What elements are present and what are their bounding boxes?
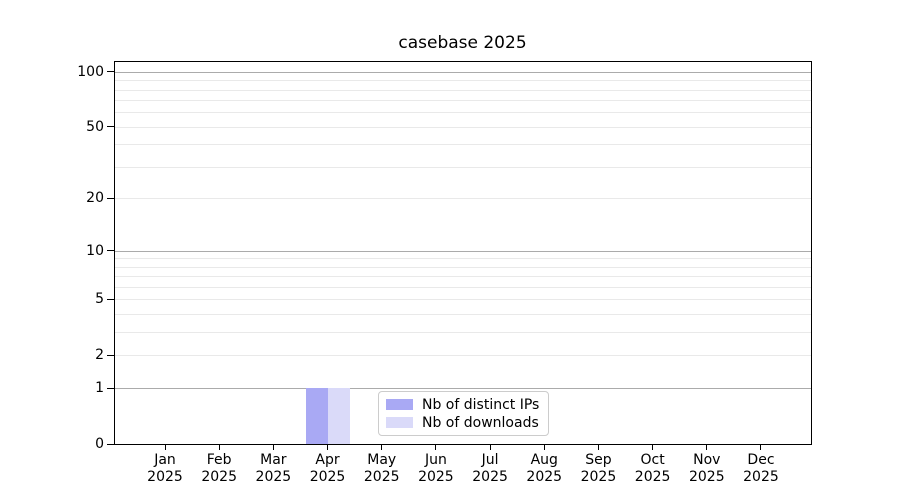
y-tick-label-100: 100 [77,63,104,80]
y-tick-mark-50 [107,126,114,128]
y-tick-mark-0 [107,443,114,445]
x-tick-mark-jul-2025 [489,445,491,450]
legend-label-nb-of-downloads: Nb of downloads [422,414,539,431]
gridline-minor-y-70 [115,100,811,102]
x-tick-label-apr-2025: Apr 2025 [309,452,346,485]
y-tick-label-0: 0 [95,436,104,452]
x-tick-label-jan-2025: Jan 2025 [147,452,183,485]
gridline-minor-y-7 [115,276,811,278]
y-tick-label-20: 20 [86,190,104,207]
x-tick-label-dec-2025: Dec 2025 [743,452,779,485]
x-tick-mark-feb-2025 [218,445,220,450]
legend-swatch-nb-of-downloads [386,417,413,428]
x-tick-mark-aug-2025 [543,445,545,450]
x-tick-mark-apr-2025 [327,445,329,450]
y-tick-mark-2 [107,354,114,356]
legend-row: Nb of downloads [386,414,539,431]
gridline-minor-y-30 [115,167,811,169]
bar-nb-of-downloads-apr-2025 [327,388,350,444]
gridline-minor-y-90 [115,80,811,82]
x-tick-mark-may-2025 [381,445,383,450]
y-tick-label-10: 10 [86,242,104,259]
legend: Nb of distinct IPs Nb of downloads [378,391,550,436]
y-tick-mark-1 [107,387,114,389]
x-tick-mark-sep-2025 [597,445,599,450]
legend-row: Nb of distinct IPs [386,396,540,413]
gridline-minor-y-5 [115,299,811,301]
gridline-major-y-1 [115,388,811,390]
y-tick-mark-5 [107,298,114,300]
y-tick-label-1: 1 [95,380,104,397]
y-tick-mark-20 [107,197,114,199]
bar-nb-of-distinct-ips-apr-2025 [305,388,328,444]
legend-swatch-nb-of-distinct-ips [386,399,413,410]
x-tick-label-may-2025: May 2025 [363,452,400,485]
y-tick-mark-10 [107,250,114,252]
gridline-major-y-10 [115,250,811,252]
plot-area [114,61,812,445]
legend-label-nb-of-distinct-ips: Nb of distinct IPs [422,396,540,413]
y-tick-mark-100 [107,71,114,73]
x-tick-label-nov-2025: Nov 2025 [688,452,725,485]
gridline-minor-y-9 [115,258,811,260]
x-tick-label-aug-2025: Aug 2025 [526,452,563,485]
gridline-minor-y-6 [115,287,811,289]
x-tick-label-oct-2025: Oct 2025 [634,452,671,485]
x-tick-label-sep-2025: Sep 2025 [580,452,617,485]
y-tick-label-5: 5 [95,291,104,308]
gridline-minor-y-20 [115,198,811,200]
x-tick-mark-nov-2025 [706,445,708,450]
gridline-minor-y-40 [115,144,811,146]
x-tick-label-jun-2025: Jun 2025 [418,452,454,485]
gridline-minor-y-4 [115,314,811,316]
x-tick-label-jul-2025: Jul 2025 [472,452,508,485]
x-tick-label-mar-2025: Mar 2025 [255,452,292,485]
chart-title: casebase 2025 [398,33,527,53]
gridline-minor-y-60 [115,112,811,114]
y-tick-label-2: 2 [95,347,104,364]
gridline-minor-y-8 [115,266,811,268]
gridline-minor-y-50 [115,126,811,128]
gridline-major-y-100 [115,71,811,73]
gridline-minor-y-80 [115,89,811,91]
gridline-minor-y-2 [115,355,811,357]
x-tick-mark-mar-2025 [272,445,274,450]
x-tick-mark-jan-2025 [164,445,166,450]
x-tick-mark-oct-2025 [652,445,654,450]
x-tick-mark-jun-2025 [435,445,437,450]
x-tick-mark-dec-2025 [760,445,762,450]
x-tick-label-feb-2025: Feb 2025 [201,452,237,485]
gridline-minor-y-3 [115,332,811,334]
y-tick-label-50: 50 [86,118,104,135]
